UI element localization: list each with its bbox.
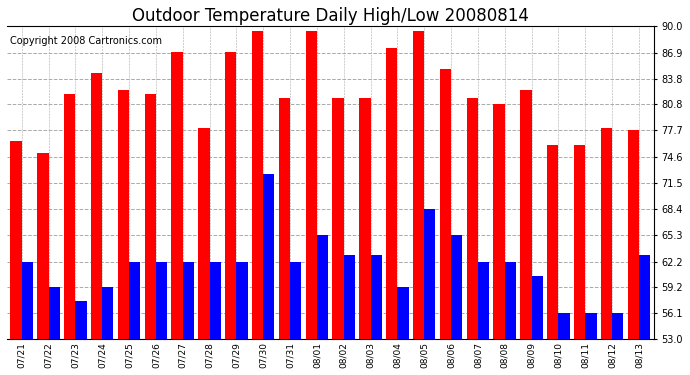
Bar bbox=[102, 287, 113, 339]
Bar bbox=[531, 276, 543, 339]
Bar bbox=[558, 313, 570, 339]
Bar bbox=[574, 145, 585, 339]
Bar bbox=[290, 261, 302, 339]
Bar bbox=[171, 52, 183, 339]
Title: Outdoor Temperature Daily High/Low 20080814: Outdoor Temperature Daily High/Low 20080… bbox=[132, 7, 529, 25]
Bar bbox=[198, 128, 210, 339]
Bar bbox=[371, 255, 382, 339]
Bar bbox=[440, 69, 451, 339]
Bar bbox=[601, 128, 612, 339]
Bar bbox=[612, 313, 623, 339]
Bar bbox=[520, 90, 531, 339]
Bar bbox=[317, 235, 328, 339]
Bar bbox=[344, 255, 355, 339]
Bar bbox=[466, 98, 478, 339]
Bar bbox=[451, 235, 462, 339]
Text: Copyright 2008 Cartronics.com: Copyright 2008 Cartronics.com bbox=[10, 36, 162, 46]
Bar bbox=[386, 48, 397, 339]
Bar bbox=[333, 98, 344, 339]
Bar bbox=[118, 90, 129, 339]
Bar bbox=[493, 104, 504, 339]
Bar bbox=[225, 52, 237, 339]
Bar bbox=[413, 31, 424, 339]
Bar bbox=[397, 287, 408, 339]
Bar bbox=[547, 145, 558, 339]
Bar bbox=[237, 261, 248, 339]
Bar bbox=[279, 98, 290, 339]
Bar bbox=[129, 261, 140, 339]
Bar bbox=[183, 261, 194, 339]
Bar bbox=[478, 261, 489, 339]
Bar bbox=[145, 94, 156, 339]
Bar bbox=[504, 261, 516, 339]
Bar bbox=[306, 31, 317, 339]
Bar bbox=[75, 301, 87, 339]
Bar bbox=[37, 153, 48, 339]
Bar bbox=[91, 73, 102, 339]
Bar bbox=[21, 261, 33, 339]
Bar bbox=[585, 313, 597, 339]
Bar bbox=[424, 209, 435, 339]
Bar bbox=[48, 287, 60, 339]
Bar bbox=[156, 261, 167, 339]
Bar bbox=[359, 98, 371, 339]
Bar bbox=[628, 130, 639, 339]
Bar bbox=[64, 94, 75, 339]
Bar bbox=[10, 141, 21, 339]
Bar bbox=[263, 174, 275, 339]
Bar bbox=[210, 261, 221, 339]
Bar bbox=[252, 31, 263, 339]
Bar bbox=[639, 255, 650, 339]
